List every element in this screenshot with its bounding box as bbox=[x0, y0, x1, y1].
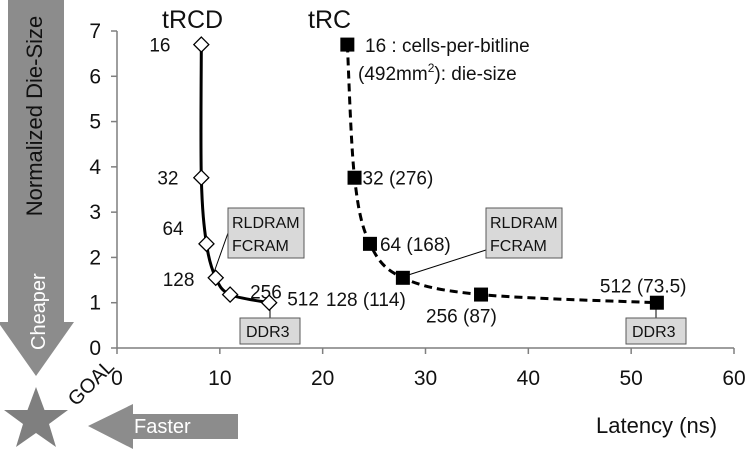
faster-arrow-shape bbox=[88, 404, 238, 449]
data-point-marker bbox=[340, 37, 355, 52]
series-line-trc bbox=[345, 44, 657, 305]
data-point-label: 16 bbox=[149, 36, 170, 57]
y-tick-label: 3 bbox=[89, 201, 101, 224]
axis-ticks: 0 10 20 30 40 50 60 0 1 2 3 4 5 6 7 bbox=[89, 20, 745, 390]
data-point-label: 256 bbox=[250, 283, 282, 304]
x-tick-label: 40 bbox=[517, 367, 540, 390]
data-point-label: 512 (73.5) bbox=[600, 277, 687, 298]
data-point-label: 32 (276) bbox=[363, 169, 434, 190]
y-tick-label: 7 bbox=[89, 20, 101, 43]
data-point-marker bbox=[260, 294, 278, 312]
series-title-trcd: tRCD bbox=[162, 6, 223, 34]
legend-note-line1: 16 : cells-per-bitline bbox=[365, 36, 530, 57]
faster-arrow: Faster bbox=[88, 404, 238, 449]
data-point-label: 128 bbox=[163, 270, 195, 291]
legend-note-line2-pre: (492mm bbox=[358, 64, 428, 85]
y-tick-label: 5 bbox=[89, 111, 101, 134]
goal-star: GOAL bbox=[4, 356, 119, 447]
callout-line: FCRAM bbox=[490, 238, 547, 255]
x-tick-label: 0 bbox=[111, 367, 123, 390]
data-point-marker bbox=[198, 235, 215, 253]
legend-note-line2: (492mm2): die-size bbox=[358, 61, 517, 85]
data-point-marker bbox=[649, 295, 664, 310]
callout-line: DDR3 bbox=[246, 324, 290, 341]
legend-note-line2-post: ): die-size bbox=[434, 64, 516, 85]
series-line-trcd bbox=[199, 44, 270, 305]
legend-note-line2-sup: 2 bbox=[428, 61, 435, 75]
callout-box bbox=[227, 207, 305, 259]
data-point-marker bbox=[192, 36, 210, 54]
data-point-label: 64 (168) bbox=[380, 235, 451, 256]
cheaper-arrow-shape bbox=[0, 0, 74, 376]
callout-rldram-fcram-1: RLDRAM FCRAM bbox=[227, 207, 305, 259]
cheaper-arrow-label: Cheaper bbox=[28, 273, 50, 350]
x-tick-label: 20 bbox=[311, 367, 334, 390]
data-point-marker bbox=[362, 236, 377, 251]
data-point-marker bbox=[395, 270, 410, 285]
y-tick-label: 6 bbox=[89, 65, 101, 88]
callout-box bbox=[239, 317, 301, 345]
data-point-marker bbox=[347, 170, 362, 185]
callout-leader-3 bbox=[401, 249, 487, 278]
y-tick-label: 1 bbox=[89, 292, 101, 315]
x-tick-label: 30 bbox=[414, 367, 437, 390]
y-tick-label: 2 bbox=[89, 246, 101, 269]
data-point-label: 64 bbox=[162, 219, 184, 240]
y-tick-label: 0 bbox=[89, 337, 101, 360]
callout-box bbox=[485, 207, 563, 259]
data-point-marker bbox=[474, 287, 489, 302]
callout-ddr3-2: DDR3 bbox=[625, 317, 687, 345]
x-tick-label: 10 bbox=[208, 367, 231, 390]
cheaper-arrow: Cheaper bbox=[0, 0, 74, 376]
callout-ddr3-1: DDR3 bbox=[239, 317, 301, 345]
data-point-label: 32 bbox=[157, 169, 178, 190]
series-title-trc: tRC bbox=[308, 6, 351, 34]
y-tick-label: 4 bbox=[89, 156, 101, 179]
callout-line: RLDRAM bbox=[232, 215, 300, 232]
series-layer: 16 32 64 128 256 512 32 (276) 64 (168) 128 (114)… bbox=[149, 36, 686, 328]
callout-line: DDR3 bbox=[632, 324, 676, 341]
data-point-marker bbox=[207, 269, 225, 287]
axes: 0 10 20 30 40 50 60 0 1 2 3 4 5 6 7 bbox=[89, 20, 745, 390]
callout-rldram-fcram-2: RLDRAM FCRAM bbox=[485, 207, 563, 259]
data-point-marker bbox=[221, 286, 239, 303]
callout-line: FCRAM bbox=[232, 238, 289, 255]
x-tick-label: 60 bbox=[722, 367, 745, 390]
callout-line: RLDRAM bbox=[490, 215, 558, 232]
data-point-label: 256 (87) bbox=[426, 307, 497, 328]
data-point-label: 128 (114) bbox=[326, 290, 406, 311]
faster-arrow-label: Faster bbox=[134, 416, 191, 438]
star-icon bbox=[4, 387, 68, 447]
callout-box bbox=[625, 317, 687, 345]
x-axis-title: Latency (ns) bbox=[596, 413, 717, 438]
data-point-label: 512 bbox=[287, 290, 319, 311]
data-point-marker bbox=[192, 169, 210, 187]
legend-note: 16 : cells-per-bitline (492mm2): die-siz… bbox=[358, 36, 530, 85]
x-tick-label: 50 bbox=[619, 367, 642, 390]
y-axis-title: Normalized Die-Size bbox=[22, 16, 47, 217]
